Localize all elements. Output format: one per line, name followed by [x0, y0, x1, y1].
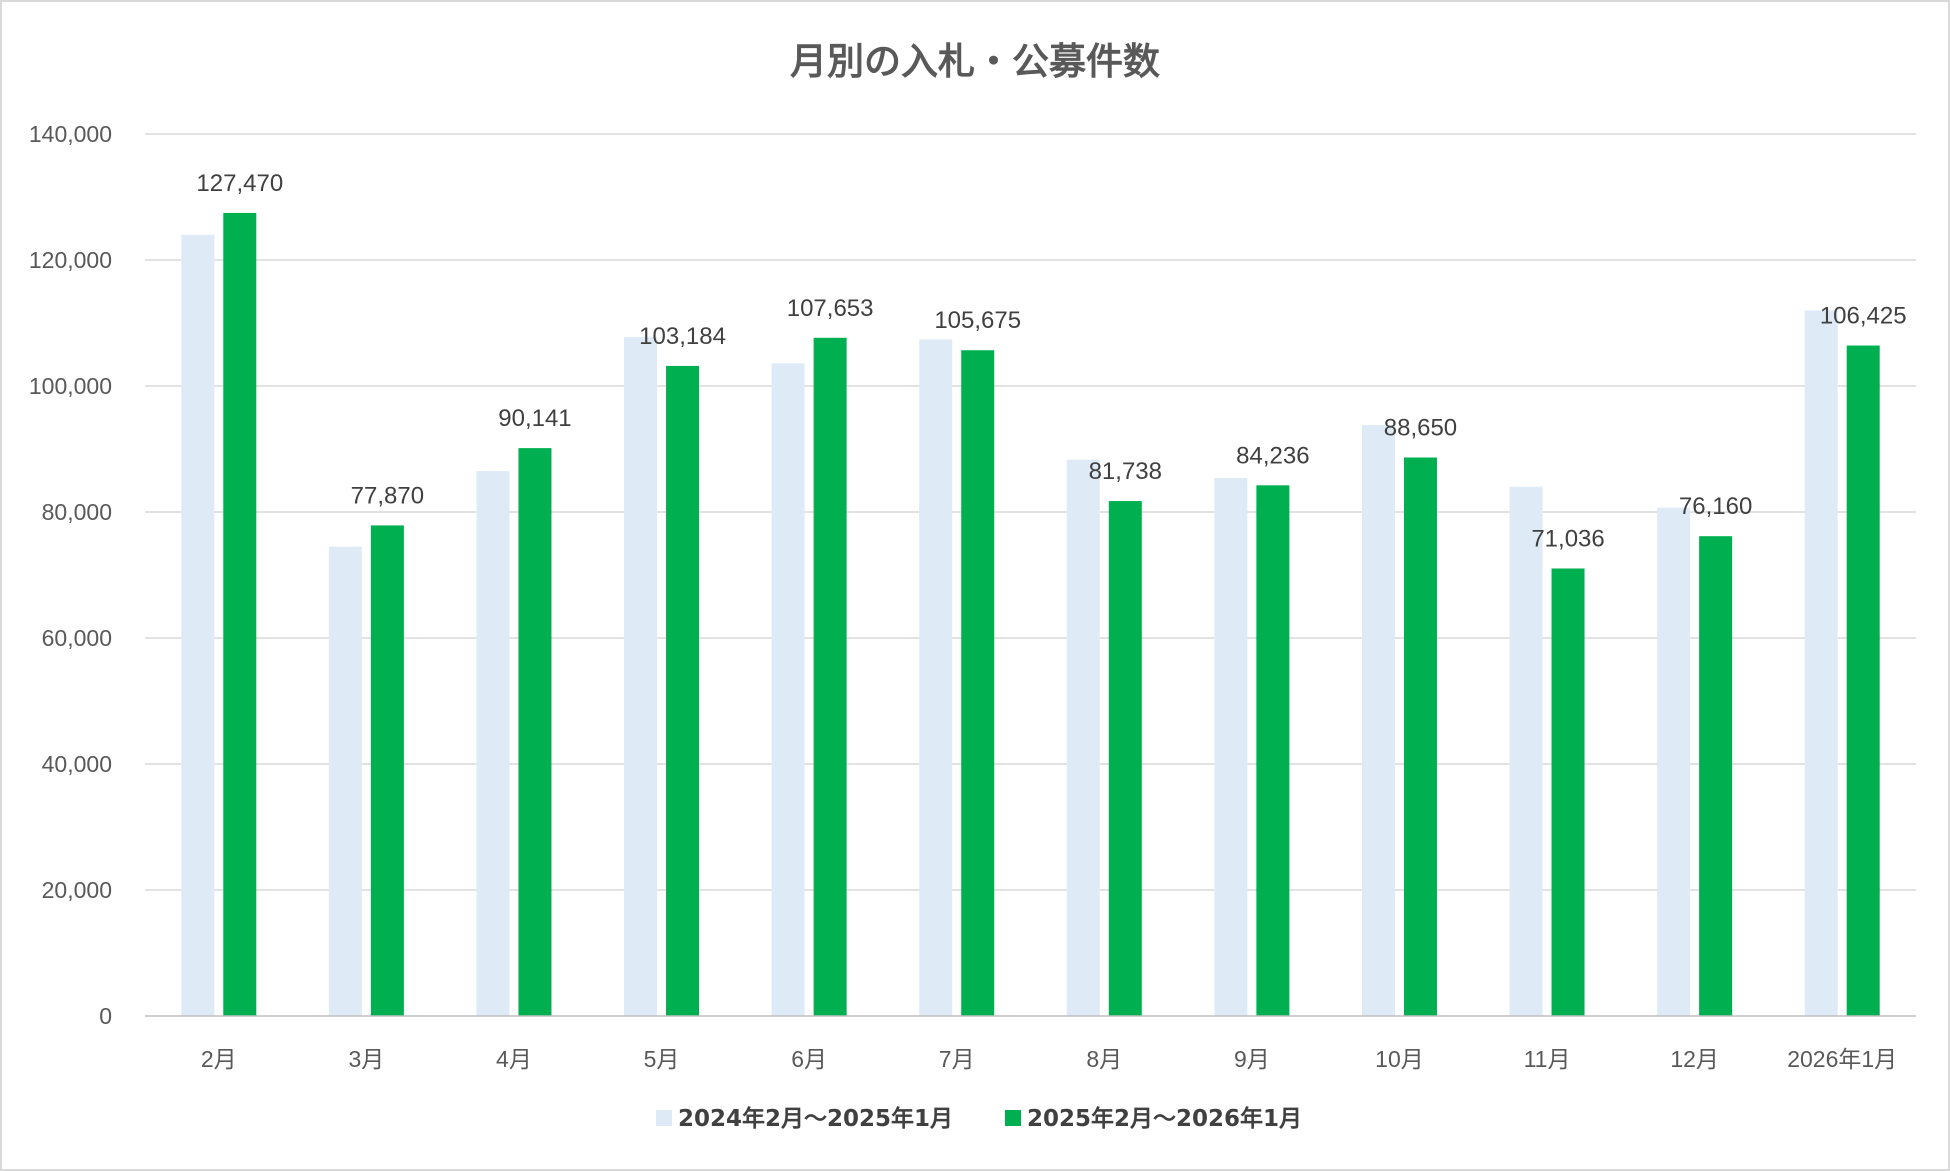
bar-series-1: [1066, 459, 1100, 1017]
bar-series-2: [1403, 457, 1437, 1016]
x-tick-label: 4月: [496, 1046, 532, 1072]
y-tick-label: 80,000: [42, 499, 112, 525]
bar-series-1: [476, 471, 510, 1016]
y-tick-label: 0: [99, 1003, 112, 1029]
data-label: 77,870: [351, 482, 424, 509]
bar-series-1: [1657, 507, 1691, 1016]
bar-series-2: [370, 525, 404, 1016]
legend-swatch-series-2: [1005, 1110, 1021, 1126]
x-tick-label: 6月: [791, 1046, 827, 1072]
data-label: 90,141: [498, 405, 571, 432]
data-label: 105,675: [934, 307, 1021, 334]
x-tick-label: 2月: [201, 1046, 237, 1072]
x-tick-label: 11月: [1524, 1046, 1571, 1072]
bar-series-2: [1256, 485, 1290, 1016]
bar-series-2: [961, 350, 995, 1016]
bar-series-2: [666, 365, 700, 1016]
x-tick-label: 7月: [939, 1046, 975, 1072]
bar-series-1: [1509, 486, 1543, 1016]
bar-series-2: [1846, 345, 1880, 1017]
bar-series-2: [1108, 501, 1142, 1016]
x-tick-label: 5月: [644, 1046, 680, 1072]
data-label: 88,650: [1384, 415, 1457, 442]
data-label: 76,160: [1679, 493, 1752, 520]
bar-series-2: [518, 448, 552, 1016]
data-labels: 127,470 77,870 90,141 103,184 107,653 105,675…: [196, 170, 1906, 553]
bar-series-1: [919, 339, 953, 1016]
x-tick-label: 3月: [348, 1046, 384, 1072]
data-label: 107,653: [787, 295, 874, 322]
chart-title: 月別の入札・公募件数: [790, 40, 1160, 83]
y-tick-label: 100,000: [29, 373, 112, 399]
x-tick-label: 12月: [1670, 1046, 1719, 1072]
data-label: 127,470: [196, 170, 283, 197]
bar-series-1: [1361, 425, 1395, 1016]
x-axis-ticks: 2月 3月 4月 5月 6月 7月 8月 9月 10月 11月 12月 2026年1月: [201, 1046, 1897, 1072]
y-tick-label: 60,000: [42, 625, 112, 651]
y-tick-label: 20,000: [42, 877, 112, 903]
bars: [181, 212, 1880, 1017]
x-tick-label: 10月: [1375, 1046, 1424, 1072]
bar-series-1: [771, 363, 805, 1016]
data-label: 106,425: [1820, 303, 1907, 330]
bar-series-2: [813, 337, 847, 1016]
data-label: 81,738: [1089, 458, 1162, 485]
data-label: 71,036: [1531, 525, 1604, 552]
x-tick-label: 8月: [1086, 1046, 1122, 1072]
legend-label-series-2: 2025年2月～2026年1月: [1027, 1105, 1302, 1132]
x-tick-label: 2026年1月: [1787, 1046, 1897, 1072]
data-label: 84,236: [1236, 442, 1309, 469]
bar-series-2: [1551, 568, 1585, 1016]
bar-series-1: [1804, 310, 1838, 1016]
bar-series-1: [1214, 477, 1248, 1017]
legend-swatch-series-1: [656, 1110, 672, 1126]
gridlines: [145, 133, 1916, 891]
bar-series-1: [624, 336, 658, 1016]
bar-series-2: [223, 212, 257, 1017]
data-label: 103,184: [639, 323, 726, 350]
x-tick-label: 9月: [1234, 1046, 1270, 1072]
y-tick-label: 140,000: [29, 121, 112, 147]
bar-series-1: [328, 546, 362, 1016]
legend: 2024年2月～2025年1月 2025年2月～2026年1月: [656, 1105, 1302, 1132]
bar-series-1: [181, 234, 215, 1017]
y-tick-label: 120,000: [29, 247, 112, 273]
y-axis-ticks: 0 20,000 40,000 60,000 80,000 100,000 120,000 1…: [29, 121, 112, 1029]
legend-label-series-1: 2024年2月～2025年1月: [678, 1105, 953, 1132]
y-tick-label: 40,000: [42, 751, 112, 777]
bar-series-2: [1699, 536, 1733, 1016]
